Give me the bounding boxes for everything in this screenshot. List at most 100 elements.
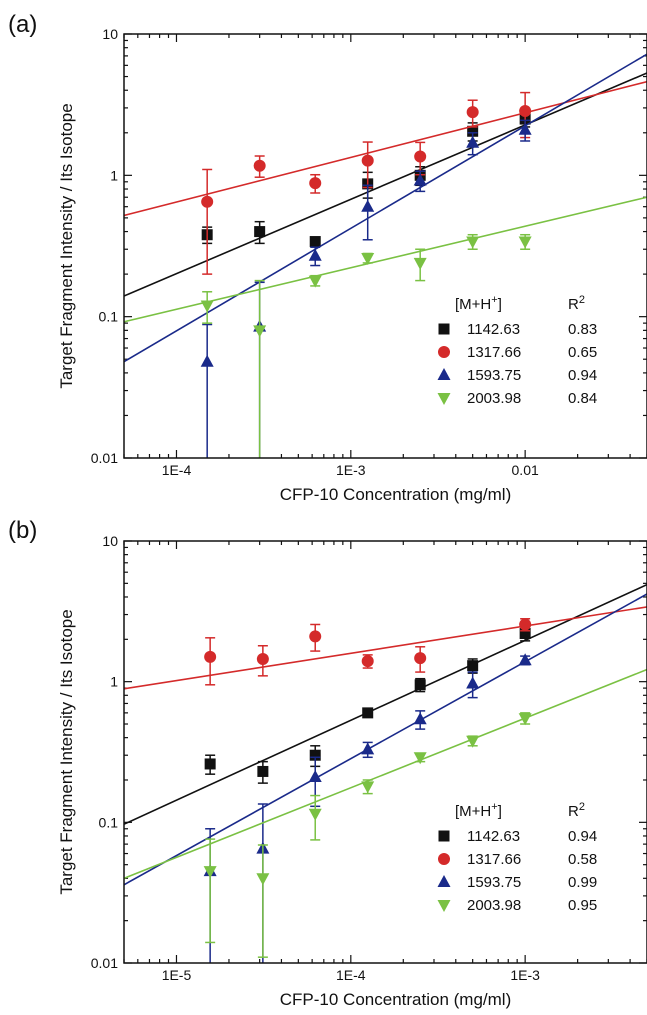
fit-line [124,80,647,217]
legend-r2: 0.94 [568,828,597,845]
data-point [253,159,266,172]
legend-header-mass: [M+H+] [455,294,502,313]
x-tick-label: 1E-3 [510,967,540,983]
panel-label: (a) [8,11,37,38]
plot-frame [123,540,647,964]
x-axis-title: CFP-10 Concentration (mg/ml) [280,990,511,1009]
legend-marker [438,853,450,865]
legend-label: 2003.98 [467,897,521,914]
legend-label: 1142.63 [467,828,520,845]
data-point [361,655,374,668]
data-point [308,275,322,288]
data-point [308,808,322,821]
legend-label: 1142.63 [467,321,520,338]
panel-a: (a) 1E-4 1E-3 0.01 0.01 0.1 1 10 CFP-10 Concentr… [8,11,647,504]
data-point [361,199,375,212]
x-axis-title: CFP-10 Concentration (mg/ml) [280,485,511,504]
data-point [256,652,269,665]
panel-b: (b) 1E-5 1E-4 1E-3 0.01 0.1 1 10 CFP-10 Concentr… [8,517,647,1009]
data-point [309,630,322,643]
y-tick-label: 1 [110,167,118,183]
legend-marker [437,875,451,887]
data-point [467,660,479,672]
data-point [518,653,532,666]
fit-line [124,53,647,363]
legend-marker [438,346,450,358]
series-1317.66 [124,80,647,275]
legend-marker [438,830,450,842]
series-1317.66 [124,606,647,690]
data-point [200,354,214,367]
x-tick-label: 0.01 [512,462,539,478]
data-point [413,257,427,270]
data-point [413,752,427,765]
data-point [518,236,532,249]
y-tick-label: 0.1 [99,814,119,830]
series-2003.98 [124,196,647,458]
legend-label: 1317.66 [467,344,521,361]
panel-label: (b) [8,517,37,544]
fit-line [124,72,647,297]
data-point [257,765,269,777]
data-point [361,781,375,794]
legend-header-r2: R2 [568,801,585,820]
legend-header-mass: [M+H+] [455,801,502,820]
legend-r2: 0.94 [568,367,597,384]
data-point [309,749,321,761]
x-tick-label: 1E-4 [162,462,192,478]
data-point [519,105,532,118]
legend-label: 1317.66 [467,851,521,868]
data-point [361,742,375,755]
legend-r2: 0.83 [568,321,597,338]
data-point [309,236,321,248]
y-tick-label: 10 [102,533,118,549]
legend-marker [438,323,450,335]
data-point [362,707,374,719]
data-point [466,236,480,249]
data-point [253,325,267,338]
data-point [518,122,532,135]
data-point [361,154,374,167]
x-tick-label: 1E-3 [336,462,366,478]
data-point [518,713,532,726]
y-tick-label: 0.01 [91,450,118,466]
legend-r2: 0.99 [568,874,597,891]
data-point [519,627,531,639]
data-point [413,173,427,186]
legend-marker [437,368,451,380]
data-point [308,770,322,783]
data-point [414,150,427,163]
data-point [201,195,214,208]
plot-frame [123,33,647,459]
fit-line [124,593,647,886]
data-point [413,712,427,725]
series-1142.63 [124,583,647,825]
legend-r2: 0.65 [568,344,597,361]
data-point [467,125,479,137]
data-point [204,758,216,770]
data-layer [124,53,647,458]
plot-area [124,541,647,963]
y-tick-label: 0.01 [91,955,118,971]
legend: [M+H+] R2 1142.63 0.94 1317.66 0.58 1593.75 0.9… [437,801,597,914]
fit-line [124,583,647,825]
data-point [254,226,266,238]
data-point [309,177,322,190]
series-2003.98 [124,668,647,958]
legend-label: 2003.98 [467,390,521,407]
legend: [M+H+] R2 1142.63 0.83 1317.66 0.65 1593.75 0.9… [437,294,597,407]
legend-label: 1593.75 [467,367,521,384]
data-point [256,873,270,886]
data-point [308,248,322,261]
data-point [466,735,480,748]
data-point [204,650,217,663]
data-point [200,300,214,313]
legend-label: 1593.75 [467,874,521,891]
y-tick-label: 1 [110,674,118,690]
y-axis-title: Target Fragment Intensity / Its Isotope [57,103,76,388]
data-point [466,106,479,119]
data-point [519,618,532,631]
legend-r2: 0.84 [568,390,597,407]
data-point [466,135,480,148]
